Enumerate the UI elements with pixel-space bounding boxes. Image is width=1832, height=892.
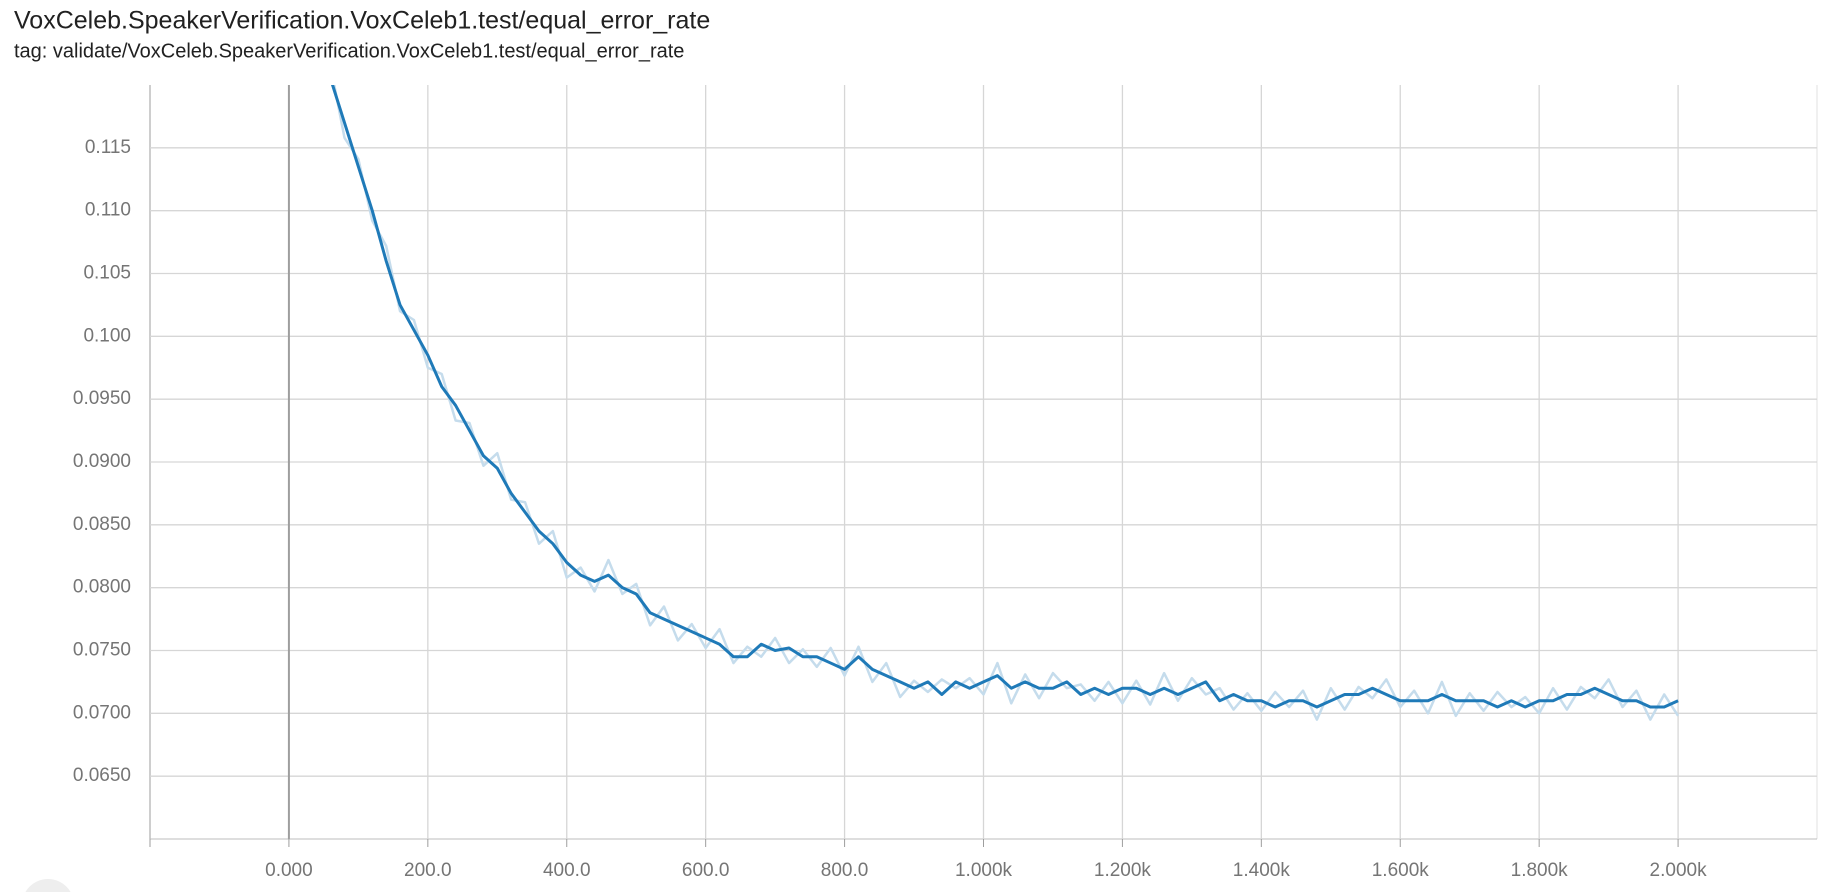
y-tick-label: 0.100: [83, 325, 131, 346]
y-tick-label: 0.0900: [73, 451, 131, 472]
x-tick-label: 0.000: [265, 860, 313, 881]
corner-button[interactable]: [22, 879, 74, 892]
y-tick-label: 0.0750: [73, 640, 131, 661]
x-tick-label: 1.600k: [1372, 860, 1430, 881]
x-tick-label: 800.0: [821, 860, 869, 881]
y-tick-label: 0.0650: [73, 765, 131, 786]
x-tick-label: 400.0: [543, 860, 591, 881]
x-tick-label: 1.800k: [1511, 860, 1569, 881]
grid: [150, 85, 1817, 839]
x-tick-label: 200.0: [404, 860, 452, 881]
x-tick-label: 1.400k: [1233, 860, 1291, 881]
series-line: [331, 85, 1679, 709]
y-tick-label: 0.0700: [73, 702, 131, 723]
series-line: [332, 85, 1680, 721]
y-tick-label: 0.0950: [73, 388, 131, 409]
plot-area: [331, 85, 1680, 721]
x-tick-label: 2.000k: [1650, 860, 1708, 881]
y-tick-label: 0.0800: [73, 577, 131, 598]
x-tick-label: 600.0: [682, 860, 730, 881]
x-tick-label: 1.200k: [1094, 860, 1152, 881]
chart-title: VoxCeleb.SpeakerVerification.VoxCeleb1.t…: [14, 7, 710, 35]
y-tick-label: 0.115: [85, 137, 131, 158]
chart-subtitle: tag: validate/VoxCeleb.SpeakerVerificati…: [14, 40, 684, 62]
y-tick-label: 0.110: [85, 200, 131, 221]
x-tick-label: 1.000k: [955, 860, 1013, 881]
y-tick-label: 0.0850: [73, 514, 131, 535]
y-tick-label: 0.105: [83, 263, 131, 284]
